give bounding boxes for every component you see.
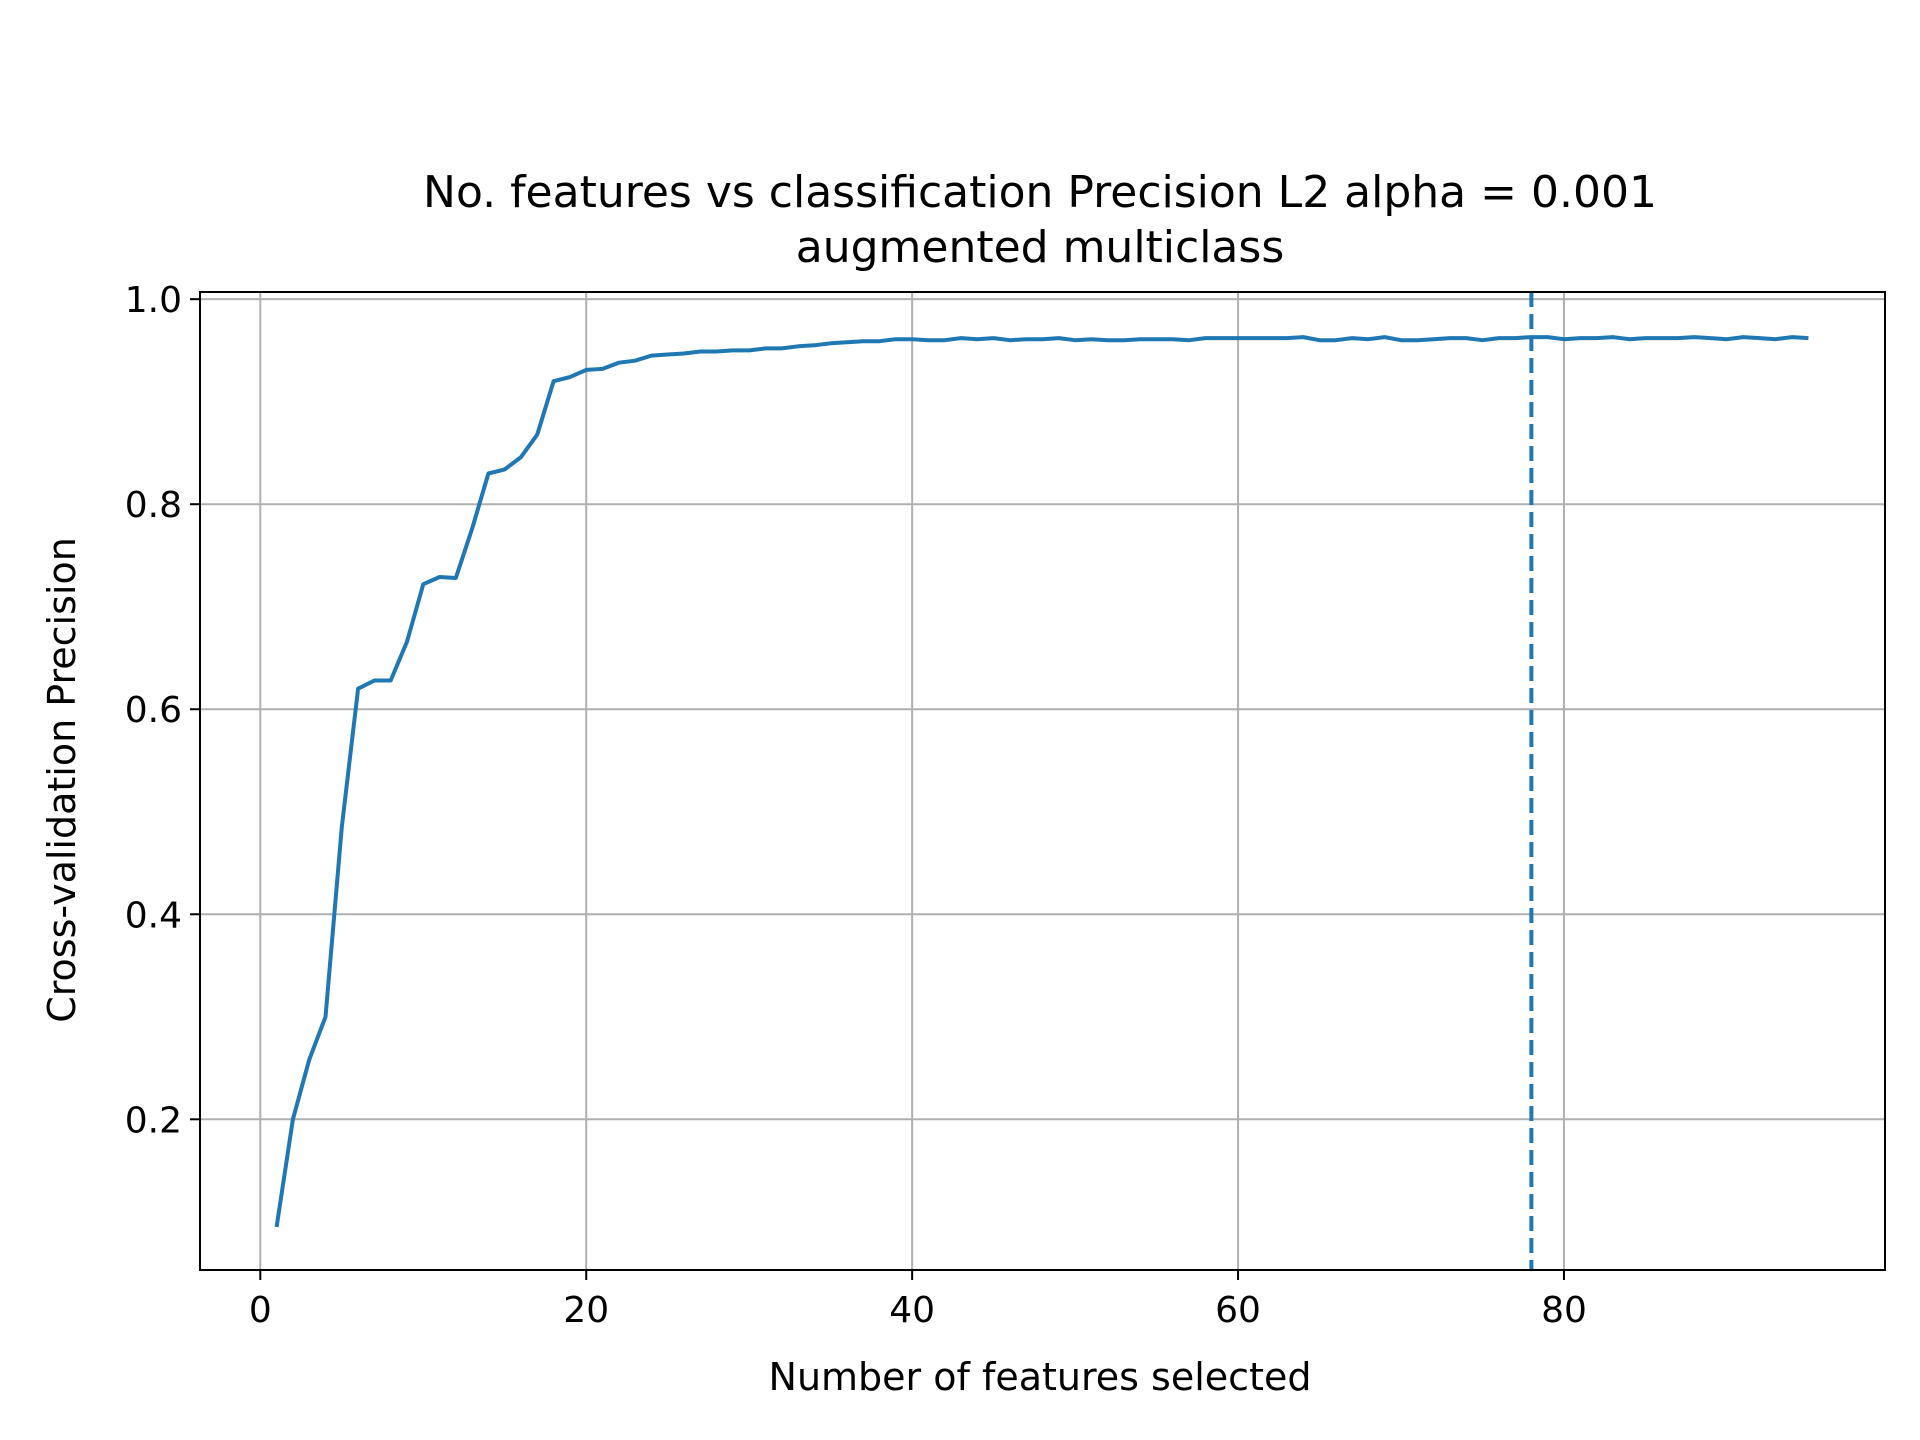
x-axis-label: Number of features selected bbox=[769, 1355, 1312, 1399]
plot-frame bbox=[199, 291, 1886, 1271]
x-tick-label: 40 bbox=[889, 1290, 935, 1331]
y-tick-label: 0.8 bbox=[125, 485, 182, 526]
x-tick-label: 60 bbox=[1215, 1290, 1261, 1331]
x-tick-label: 0 bbox=[249, 1290, 272, 1331]
chart-title: No. features vs classification Precision… bbox=[423, 167, 1657, 218]
series-layer bbox=[274, 335, 1809, 1228]
y-axis-label: Cross-validation Precision bbox=[40, 537, 84, 1023]
y-tick-label: 0.4 bbox=[125, 895, 182, 936]
y-tick-label: 0.6 bbox=[125, 690, 182, 731]
grid bbox=[200, 292, 1885, 1270]
ticks: 0 20 40 60 80 0.2 0.4 0.6 0.8 1.0 bbox=[125, 280, 1587, 1331]
y-tick-label: 0.2 bbox=[125, 1100, 182, 1141]
x-tick-label: 80 bbox=[1541, 1290, 1587, 1331]
chart-subtitle: augmented multiclass bbox=[796, 222, 1285, 273]
x-tick-label: 20 bbox=[563, 1290, 609, 1331]
y-tick-label: 1.0 bbox=[125, 280, 182, 321]
series-line bbox=[274, 335, 1809, 1228]
